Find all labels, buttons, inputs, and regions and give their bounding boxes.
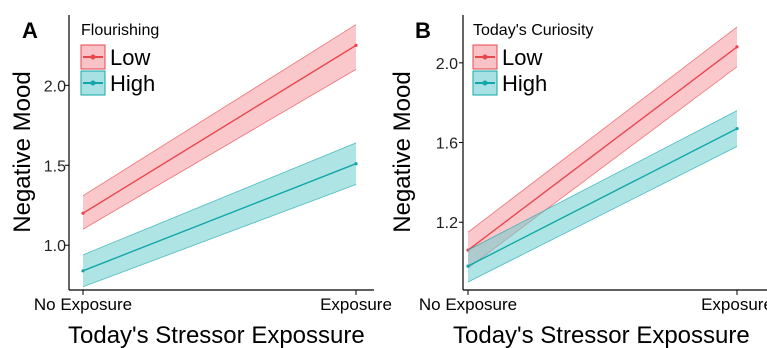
panel-a-low-ci-band [83,24,356,230]
panel-a-high-point [354,162,358,166]
panel-a-low-point [81,211,85,215]
panel-a-low-point [354,43,358,47]
panel-b-legend-label-low: Low [502,45,542,70]
panel-a-y-tick-label: 1.5 [44,158,66,175]
panel-b-x-ticks: No Exposure Exposure [419,290,767,314]
panel-a: A 1.0 1.5 2.0 No Exposure Exposure Negative… [9,15,392,348]
panel-b-legend-key-point-low [482,54,488,60]
panel-a-y-axis-title: Negative Mood [9,71,36,232]
panel-a-legend-key-point-high [90,80,96,86]
panel-b-y-axis-title: Negative Mood [389,71,416,232]
panel-b-x-tick-label: Exposure [701,295,767,314]
panel-a-low-line [82,44,357,214]
panel-a-y-ticks: 1.0 1.5 2.0 [44,78,69,255]
panel-a-x-axis-title: Today's Stressor Expossure [68,322,365,348]
panel-b-high-line [467,127,738,267]
panel-a-low-ci-edge [82,24,357,197]
panel-a-letter: A [22,18,38,43]
panel-b-low-point [735,45,739,49]
panel-a-legend-label-high: High [110,71,155,96]
panel-b: B 1.2 1.6 2.0 No Exposure Exposure Negative… [389,15,767,348]
panel-a-legend-key-point-low [90,54,96,60]
panel-b-high-point [735,126,739,131]
panel-b-legend-title: Today's Curiosity [473,22,593,39]
panel-a-high-point [81,269,85,273]
panel-b-plot [466,26,739,283]
panel-b-y-ticks: 1.2 1.6 2.0 [436,56,463,232]
panel-a-high-line [82,163,357,272]
panel-b-x-axis-title: Today's Stressor Expossure [453,322,750,348]
panel-a-y-tick-label: 1.0 [44,238,66,255]
panel-b-low-line [467,46,738,251]
panel-b-y-tick-label: 2.0 [436,56,458,73]
panel-a-legend-label-low: Low [110,45,150,70]
panel-b-x-tick-label: No Exposure [419,295,517,314]
panel-b-y-tick-label: 1.6 [436,136,458,153]
panel-a-high-ci-edge [82,184,357,288]
panel-b-high-ci-edge [467,146,738,283]
panel-a-plot [81,24,358,288]
panel-b-y-tick-label: 1.2 [436,215,458,232]
panel-a-x-tick-label: Exposure [320,295,392,314]
panel-a-high-ci-edge [82,142,357,256]
panel-b-low-ci-band [468,26,737,269]
panel-a-high-ci-band [83,142,356,287]
panel-a-low-ci-edge [82,69,357,230]
panel-a-x-tick-label: No Exposure [34,295,132,314]
panel-b-legend-label-high: High [502,71,547,96]
panel-b-high-ci-edge [467,110,738,251]
panel-b-low-ci-edge [467,26,738,233]
panel-b-legend-key-point-high [482,80,488,86]
panel-a-y-tick-label: 2.0 [44,78,66,95]
panel-b-high-ci-band [468,110,737,283]
panel-b-high-point [466,264,470,268]
panel-a-legend-title: Flourishing [81,22,159,39]
panel-a-x-ticks: No Exposure Exposure [34,290,392,314]
panel-b-letter: B [415,18,431,43]
